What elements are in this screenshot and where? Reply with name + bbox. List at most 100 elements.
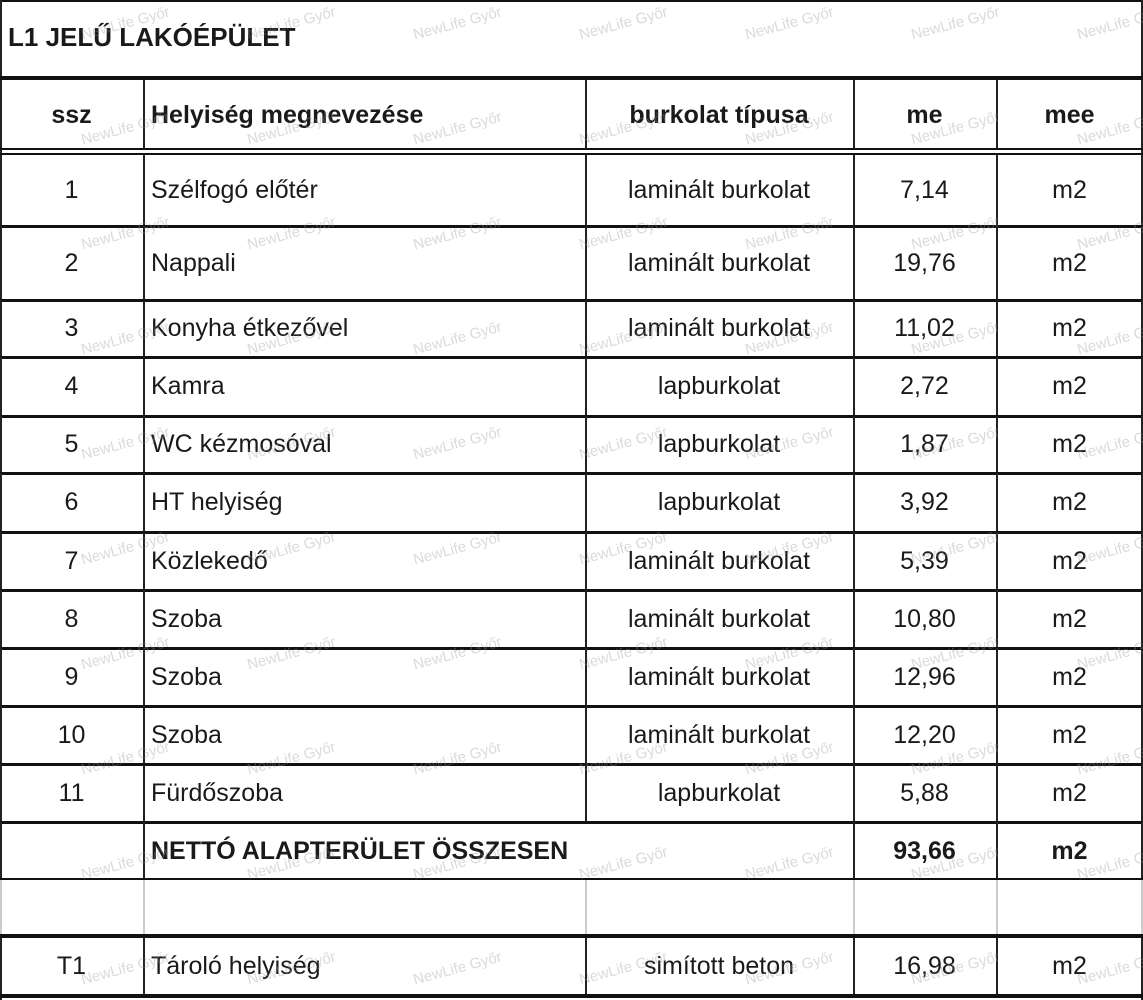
- watermark: NewLife Győr: [909, 3, 1002, 44]
- row-divider: [0, 878, 1143, 880]
- table-row-cell: 16,98: [893, 952, 956, 980]
- column-divider: [853, 648, 855, 706]
- column-divider: [143, 938, 145, 995]
- row-divider: [0, 589, 1143, 592]
- column-divider: [853, 532, 855, 590]
- column-divider: [853, 155, 855, 226]
- column-divider: [996, 938, 998, 995]
- column-divider: [996, 473, 998, 532]
- column-divider: [143, 300, 145, 357]
- column-divider: [585, 938, 587, 995]
- row-divider: [0, 148, 1143, 150]
- table-row-cell: Tároló helyiség: [151, 952, 321, 980]
- column-divider: [585, 155, 587, 226]
- column-divider: [143, 416, 145, 473]
- table-row-cell: m2: [1052, 662, 1087, 691]
- column-divider: [585, 416, 587, 473]
- column-divider: [143, 226, 145, 300]
- table-row-cell: 4: [64, 372, 79, 400]
- column-divider: [853, 822, 855, 880]
- column-divider: [585, 590, 587, 648]
- table-row-cell: 1: [64, 176, 79, 204]
- table-row-cell: m2: [1052, 372, 1087, 400]
- column-divider: [0, 80, 2, 150]
- table-row-cell: lapburkolat: [657, 488, 781, 516]
- table-row-cell: 11,02: [894, 314, 955, 342]
- column-divider: [1141, 822, 1143, 880]
- column-divider: [996, 532, 998, 590]
- row-divider: [0, 0, 1143, 2]
- table-row-cell: Szoba: [151, 720, 222, 749]
- table-title: L1 JELŰ LAKÓÉPÜLET: [8, 22, 296, 52]
- table-row-cell: WC kézmosóval: [151, 430, 332, 458]
- row-divider: [0, 225, 1143, 228]
- column-divider: [0, 155, 2, 226]
- column-divider: [853, 764, 855, 822]
- column-divider: [1141, 532, 1143, 590]
- table-row-cell: m2: [1052, 176, 1087, 204]
- column-divider: [585, 706, 587, 764]
- column-divider: [853, 590, 855, 648]
- column-divider: [853, 938, 855, 995]
- column-divider: [1141, 764, 1143, 822]
- row-divider: [0, 531, 1143, 534]
- column-divider: [143, 822, 145, 880]
- table-row-cell: 11: [58, 778, 85, 807]
- column-divider: [1141, 357, 1143, 416]
- column-divider: [0, 226, 2, 300]
- column-divider: [1141, 155, 1143, 226]
- column-divider: [585, 880, 587, 935]
- table-row-cell: 7: [64, 546, 79, 575]
- column-divider: [143, 155, 145, 226]
- table-row-cell: 3: [64, 314, 79, 342]
- column-divider: [0, 300, 2, 357]
- table-row-cell: 10: [57, 720, 86, 749]
- table-row-cell: Konyha étkezővel: [151, 314, 349, 342]
- table-row-cell: 3,92: [900, 488, 949, 516]
- table-row-cell: m2: [1052, 314, 1087, 342]
- table-row-cell: Szélfogó előtér: [151, 176, 318, 204]
- table-row-cell: Közlekedő: [151, 546, 268, 575]
- column-divider: [585, 473, 587, 532]
- table-row-cell: 2: [64, 248, 79, 277]
- column-divider: [996, 822, 998, 880]
- table-row-cell: 12,96: [893, 662, 956, 691]
- table-row-cell: m2: [1052, 778, 1087, 807]
- row-divider: [0, 415, 1143, 418]
- column-divider: [996, 880, 998, 935]
- table-row-cell: laminált burkolat: [627, 720, 811, 749]
- table-row-cell: 5: [64, 430, 79, 458]
- column-divider: [853, 880, 855, 935]
- column-divider: [996, 590, 998, 648]
- table-row-cell: m2: [1052, 546, 1087, 575]
- column-divider: [1141, 648, 1143, 706]
- column-divider: [996, 764, 998, 822]
- table-row-cell: laminált burkolat: [627, 176, 811, 204]
- header-cell: mee: [1044, 100, 1095, 129]
- column-divider: [1141, 590, 1143, 648]
- column-divider: [585, 648, 587, 706]
- row-divider: [0, 76, 1143, 80]
- column-divider: [585, 764, 587, 822]
- column-divider: [0, 532, 2, 590]
- table-row-cell: 12,20: [893, 720, 956, 749]
- column-divider: [0, 880, 2, 935]
- table-row-cell: lapburkolat: [657, 778, 781, 807]
- table-row-cell: Kamra: [151, 372, 225, 400]
- column-divider: [1141, 706, 1143, 764]
- column-divider: [0, 764, 2, 822]
- column-divider: [585, 357, 587, 416]
- table-row-cell: 10,80: [893, 604, 956, 633]
- table-row-cell: 9: [64, 662, 79, 691]
- table-row-cell: lapburkolat: [657, 430, 781, 458]
- total-label: NETTÓ ALAPTERÜLET ÖSSZESEN: [151, 836, 569, 865]
- column-divider: [0, 590, 2, 648]
- table-row-cell: 5,39: [900, 546, 949, 575]
- table-row-cell: lapburkolat: [657, 372, 781, 400]
- column-divider: [853, 706, 855, 764]
- row-divider: [0, 705, 1143, 708]
- watermark: NewLife Győr: [411, 3, 504, 44]
- table-row-cell: m2: [1052, 488, 1087, 516]
- column-divider: [996, 648, 998, 706]
- column-divider: [143, 764, 145, 822]
